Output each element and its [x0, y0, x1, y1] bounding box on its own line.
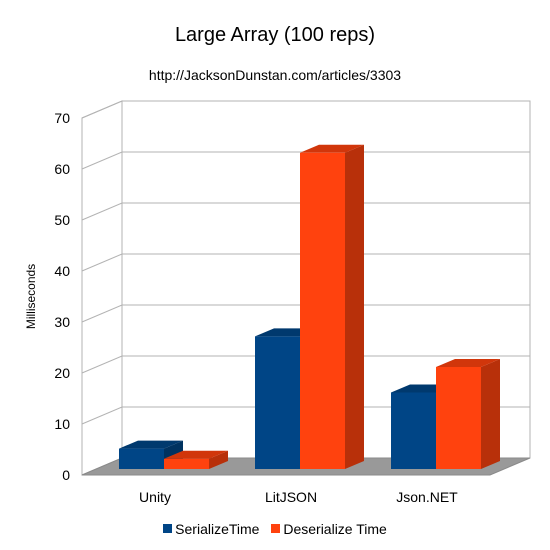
gridline	[81, 355, 530, 374]
bar-side-deserialize-time	[209, 450, 228, 469]
bar-deserialize-time	[164, 458, 209, 469]
y-tick-label: 50	[54, 212, 70, 228]
bar-top-deserialize-time	[436, 359, 500, 367]
bar-side-deserialize-time	[345, 144, 364, 470]
gridline	[81, 100, 530, 119]
chart-subtitle: http://JacksonDunstan.com/articles/3303	[148, 67, 402, 83]
x-tick-label: LitJSON	[265, 489, 317, 505]
y-tick-label: 10	[54, 416, 70, 432]
y-tick-label: 30	[54, 314, 70, 330]
y-axis-label: Milliseconds	[24, 264, 38, 329]
legend: SerializeTime Deserialize Time	[0, 520, 550, 537]
legend-item-serialize: SerializeTime	[163, 521, 259, 537]
gridline	[81, 253, 530, 272]
y-tick-label: 40	[54, 263, 70, 279]
gridline	[81, 202, 530, 221]
y-tick-label: 60	[54, 161, 70, 177]
bar-deserialize-time	[300, 152, 345, 470]
bar-serializetime	[119, 448, 164, 469]
side-wall	[81, 100, 123, 476]
bar-top-deserialize-time	[300, 144, 364, 153]
gridline	[81, 304, 530, 323]
legend-item-deserialize: Deserialize Time	[271, 520, 387, 537]
y-tick-label: 0	[62, 467, 70, 483]
bar-deserialize-time	[436, 367, 481, 469]
bar-top-deserialize-time	[164, 450, 228, 459]
y-tick-label: 70	[54, 110, 70, 126]
x-tick-label: Json.NET	[396, 489, 458, 505]
chart-title: Large Array (100 reps)	[174, 24, 376, 46]
gridline	[81, 151, 530, 170]
bar-serializetime	[255, 336, 300, 469]
legend-label-deserialize: Deserialize Time	[283, 520, 387, 537]
legend-swatch-serialize	[163, 524, 173, 533]
legend-swatch-deserialize	[271, 524, 281, 533]
bar-top-serializetime	[119, 440, 183, 449]
legend-label-serialize: SerializeTime	[175, 520, 260, 537]
bar-side-deserialize-time	[481, 359, 500, 469]
y-tick-label: 20	[54, 365, 70, 381]
bar-serializetime	[391, 392, 436, 469]
x-tick-label: Unity	[139, 489, 171, 505]
